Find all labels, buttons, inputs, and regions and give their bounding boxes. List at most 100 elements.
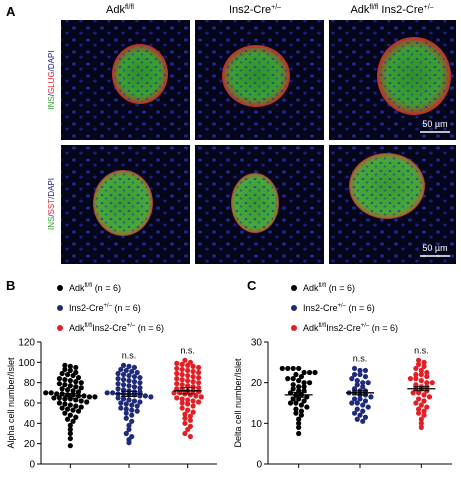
data-point xyxy=(75,408,82,414)
data-point xyxy=(123,406,129,412)
data-point xyxy=(418,378,424,384)
data-point xyxy=(421,392,427,398)
data-point xyxy=(293,410,299,416)
data-point xyxy=(67,363,73,369)
data-point xyxy=(365,404,371,410)
data-point xyxy=(179,366,185,373)
data-point xyxy=(362,414,369,420)
data-point xyxy=(123,401,129,407)
data-point xyxy=(129,402,135,408)
data-point xyxy=(137,399,143,405)
data-point xyxy=(67,378,73,384)
data-point xyxy=(185,383,191,389)
micrograph-row1-col2 xyxy=(195,20,324,140)
legend-c: Adkfl/fl (n = 6) Ins2-Cre+/– (n = 6) Adkfl… xyxy=(291,283,398,333)
data-point xyxy=(78,385,84,391)
data-point xyxy=(174,370,180,377)
legend-label: Adkfl/flIns2-Cre+/– (n = 6) xyxy=(303,323,398,333)
y-tick-label: 10 xyxy=(251,419,263,430)
data-point xyxy=(296,420,302,426)
data-point xyxy=(306,380,313,386)
y-tick-label: 80 xyxy=(24,378,36,389)
data-point xyxy=(190,373,196,380)
data-point xyxy=(185,378,191,384)
data-point xyxy=(92,394,98,400)
data-point xyxy=(298,373,304,380)
data-point xyxy=(137,385,143,391)
data-point xyxy=(285,376,291,382)
data-point xyxy=(187,413,193,419)
data-point xyxy=(416,396,422,402)
data-point xyxy=(421,398,427,404)
data-point xyxy=(421,408,427,414)
data-point xyxy=(179,361,185,367)
data-point xyxy=(174,386,180,392)
data-point xyxy=(126,363,132,369)
data-point xyxy=(115,386,121,392)
data-point xyxy=(290,382,296,388)
data-point xyxy=(174,376,180,382)
data-point xyxy=(368,394,374,400)
data-point xyxy=(134,408,140,414)
data-point xyxy=(351,371,358,378)
data-point xyxy=(43,390,49,396)
data-point xyxy=(418,416,424,422)
data-point xyxy=(416,357,422,363)
y-axis-label: Delta cell number/Islet xyxy=(233,358,243,448)
data-point xyxy=(421,412,427,418)
data-point xyxy=(296,365,302,372)
data-point xyxy=(187,417,193,423)
data-point xyxy=(407,376,414,382)
data-point xyxy=(179,371,185,378)
data-point xyxy=(298,402,304,408)
data-point xyxy=(115,370,121,377)
data-point xyxy=(174,360,180,366)
y-tick-label: 100 xyxy=(18,358,35,369)
data-point xyxy=(182,430,188,437)
data-point xyxy=(70,372,76,379)
y-tick-label: 20 xyxy=(251,378,263,389)
data-point xyxy=(148,394,154,400)
data-point xyxy=(187,392,193,398)
row-label-2: INS/SST/DAPI xyxy=(47,178,56,230)
data-point xyxy=(62,401,68,407)
data-point xyxy=(195,385,202,391)
col-label-1: Adkfl/fl xyxy=(106,4,134,16)
data-point xyxy=(179,377,185,383)
data-point xyxy=(279,365,285,372)
data-point xyxy=(134,403,140,409)
micrograph-row2-col3: 50 µm xyxy=(329,145,456,264)
data-point xyxy=(118,405,124,411)
data-point xyxy=(174,381,180,387)
data-point xyxy=(293,406,299,412)
data-point xyxy=(115,376,121,382)
data-point xyxy=(131,364,138,371)
data-point xyxy=(190,398,196,404)
data-point xyxy=(410,390,416,396)
data-point xyxy=(73,403,79,409)
data-point xyxy=(193,393,199,399)
data-point xyxy=(301,398,307,404)
data-point xyxy=(424,369,430,376)
legend-marker xyxy=(57,285,63,291)
data-point xyxy=(182,357,188,363)
data-point xyxy=(126,397,132,403)
data-point xyxy=(296,378,302,384)
data-point xyxy=(357,396,363,402)
data-point xyxy=(190,409,196,415)
data-point xyxy=(296,384,302,390)
data-point xyxy=(354,382,360,388)
data-point xyxy=(287,390,294,396)
data-point xyxy=(120,382,127,388)
data-point xyxy=(120,396,127,402)
data-point xyxy=(126,378,132,384)
data-point xyxy=(298,408,304,414)
data-point xyxy=(296,416,302,422)
panel-a-letter: A xyxy=(6,4,16,19)
data-point xyxy=(51,395,57,401)
data-point xyxy=(179,400,185,406)
data-point xyxy=(65,406,71,412)
significance-label: n.s. xyxy=(122,350,137,360)
data-point xyxy=(185,426,191,433)
data-point xyxy=(195,364,202,371)
